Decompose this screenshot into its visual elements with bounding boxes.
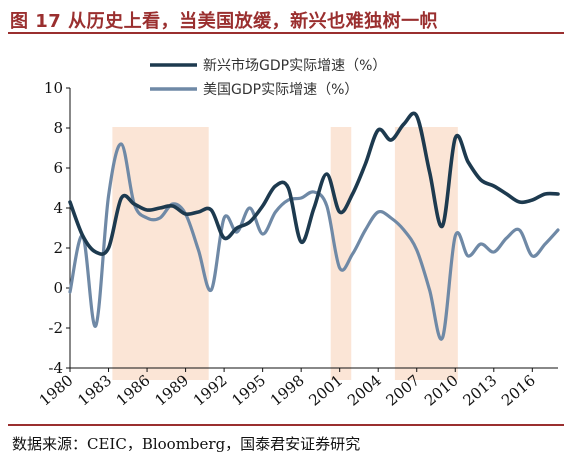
series-lines xyxy=(68,111,560,341)
y-tick-label: 4 xyxy=(53,199,63,217)
y-tick-label: 6 xyxy=(53,159,63,177)
y-tick-label: -2 xyxy=(48,319,63,337)
figure-title-bar: 图 17 从历史上看，当美国放缓，新兴也难独树一帜 xyxy=(8,6,564,34)
x-tick-label: 1983 xyxy=(74,371,115,409)
legend: 新兴市场GDP实际增速（%） 美国GDP实际增速（%） xyxy=(150,57,386,98)
figure-title: 图 17 从历史上看，当美国放缓，新兴也难独树一帜 xyxy=(10,11,439,32)
series-line-emerging-markets xyxy=(68,111,560,256)
y-tick-label: 10 xyxy=(44,79,63,97)
x-tick-label: 1980 xyxy=(36,371,77,409)
series-line-us xyxy=(68,142,560,341)
footer-divider xyxy=(8,424,564,426)
y-tick-label: 2 xyxy=(53,239,63,257)
x-tick-label: 1995 xyxy=(228,371,269,409)
x-tick-label: 1998 xyxy=(267,371,308,409)
source-note: 数据来源：CEIC，Bloomberg，国泰君安证券研究 xyxy=(12,435,361,453)
y-tick-label: 0 xyxy=(53,279,63,297)
x-tick-label: 2016 xyxy=(498,371,539,409)
x-tick-label: 2013 xyxy=(460,371,501,409)
shaded-period-1 xyxy=(330,127,352,380)
legend-label: 美国GDP实际增速（%） xyxy=(203,82,358,98)
shaded-periods xyxy=(112,127,458,380)
y-tick-label: -4 xyxy=(48,359,63,377)
y-tick-label: 8 xyxy=(53,119,63,137)
legend-label: 新兴市场GDP实际增速（%） xyxy=(203,57,386,74)
shaded-period-2 xyxy=(394,127,458,380)
